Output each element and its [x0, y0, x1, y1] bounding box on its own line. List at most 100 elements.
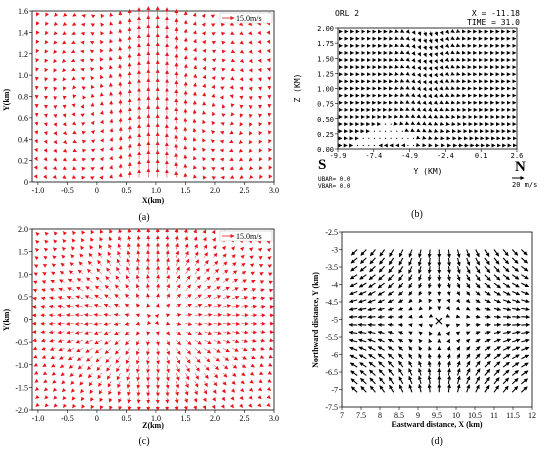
vector-arrow [136, 228, 141, 234]
vector-arrow [439, 107, 444, 112]
vector-arrow [466, 368, 471, 376]
vector-arrow [229, 139, 234, 144]
panel-b-arrows [338, 28, 517, 148]
vector-dot [396, 130, 398, 132]
vector-arrow [439, 44, 444, 49]
vector-arrow [193, 228, 197, 234]
vector-arrow [202, 65, 207, 71]
x-tick-label: -1.0 [32, 186, 45, 195]
vector-arrow [193, 73, 198, 79]
vector-arrow [240, 254, 245, 259]
vector-arrow [33, 354, 38, 359]
vector-arrow [40, 304, 46, 309]
vector-arrow [241, 339, 249, 343]
vector-arrow [484, 249, 490, 257]
vector-arrow [405, 71, 410, 76]
vector-arrow [155, 331, 160, 336]
vector-arrow [350, 257, 358, 264]
vector-arrow [106, 364, 112, 372]
vector-arrow [116, 266, 121, 275]
panel-c-frame [31, 228, 275, 411]
vector-arrow [72, 148, 77, 153]
vector-arrow [258, 255, 263, 260]
vector-arrow [192, 146, 197, 151]
vector-arrow [107, 251, 112, 258]
vector-arrow [502, 257, 510, 265]
vector-arrow [74, 321, 84, 326]
vector-arrow [241, 296, 249, 300]
vector-arrow [268, 288, 274, 293]
vector-arrow [360, 386, 367, 393]
vector-arrow [117, 250, 121, 258]
vector-arrow [53, 30, 58, 36]
vector-arrow [183, 63, 188, 70]
vector-arrow [90, 157, 96, 162]
vector-arrow [93, 303, 102, 308]
vector-arrow [42, 272, 47, 276]
vector-arrow [211, 49, 217, 54]
vector-arrow [114, 348, 121, 355]
vector-arrow [444, 93, 450, 97]
panel-a-legend: 15.0m/s [219, 12, 273, 24]
vector-arrow [398, 331, 403, 336]
x-tick-label: -4.9 [401, 152, 418, 160]
vector-dot [407, 144, 409, 147]
vector-arrow [369, 385, 376, 393]
vector-arrow [108, 82, 113, 88]
vector-arrow [398, 299, 404, 304]
panel-c-xticks: -1.0 -0.5 0 0.5 1.0 1.5 2.0 2.5 3.0 [32, 410, 279, 423]
vector-arrow [33, 264, 39, 269]
vector-arrow [398, 368, 404, 376]
vector-arrow [267, 378, 272, 383]
vector-arrow [81, 139, 87, 144]
vector-dot [373, 137, 375, 139]
vector-arrow [94, 285, 102, 291]
y-tick-label: -3.5 [325, 263, 338, 272]
vector-arrow [521, 354, 530, 360]
vector-arrow [155, 372, 160, 382]
vector-arrow [475, 306, 481, 311]
x-tick-label: 2.5 [239, 414, 249, 423]
vector-arrow [204, 348, 212, 354]
vector-arrow [447, 257, 452, 267]
vector-dot [401, 130, 403, 132]
vector-arrow [136, 293, 140, 300]
vector-arrow [201, 13, 206, 19]
vector-arrow [258, 263, 264, 268]
vector-arrow [145, 356, 150, 365]
vector-arrow [125, 293, 130, 300]
vector-arrow [417, 31, 422, 36]
vector-arrow [411, 51, 416, 56]
vector-arrow [184, 243, 189, 250]
vector-arrow [521, 282, 530, 288]
vector-arrow [203, 389, 208, 395]
vector-arrow [267, 256, 272, 261]
vector-arrow [107, 381, 112, 388]
vector-arrow [405, 29, 410, 34]
vector-arrow [444, 36, 450, 41]
vector-arrow [418, 368, 422, 376]
vector-arrow [192, 38, 197, 44]
vector-arrow [360, 249, 367, 256]
vector-arrow [118, 154, 123, 160]
vector-arrow [512, 290, 521, 296]
vector-arrow [68, 364, 75, 369]
vector-arrow [165, 381, 170, 390]
vector-arrow [417, 72, 421, 78]
vector-arrow [82, 95, 87, 100]
vector-arrow [34, 378, 39, 383]
vector-arrow [116, 364, 121, 373]
vector-arrow [428, 107, 433, 112]
vector-arrow [136, 257, 141, 267]
vector-arrow [399, 43, 405, 47]
vector-arrow [117, 243, 122, 250]
vector-arrow [194, 267, 200, 275]
vector-arrow [423, 38, 427, 44]
vector-arrow [194, 322, 203, 327]
vector-arrow [241, 355, 247, 360]
vector-arrow [444, 100, 450, 105]
vector-arrow [184, 389, 189, 396]
vector-arrow [72, 130, 77, 135]
vector-arrow [117, 235, 122, 242]
vector-arrow [259, 296, 266, 301]
